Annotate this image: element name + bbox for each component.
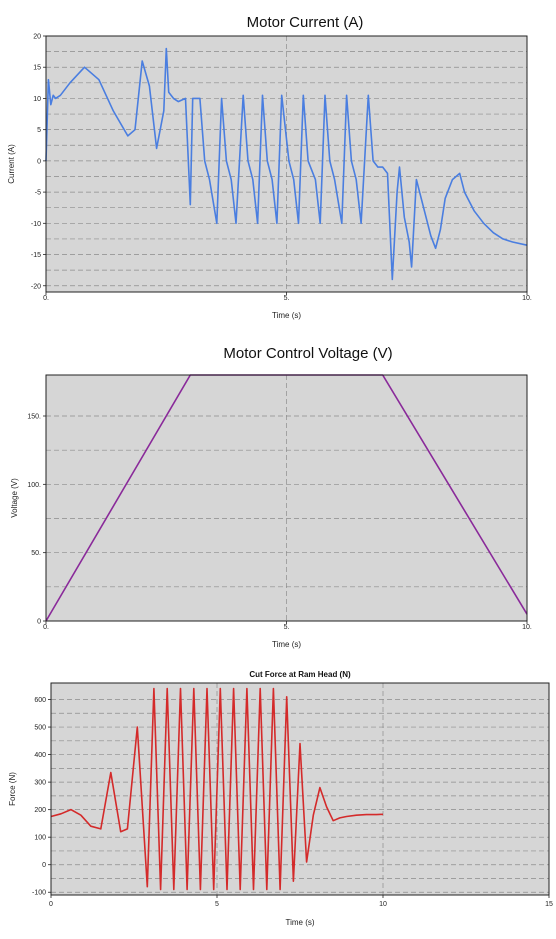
chart3-ytick-label: 400 [34,752,46,759]
chart1-ytick-label: -20 [31,283,41,290]
chart3-ytick-label: 500 [34,725,46,732]
chart3-xtick-label: 15 [545,901,553,908]
chart2-xtick-label: 5. [284,624,290,631]
chart3-plot-area [51,683,549,895]
chart3-xtick-label: 5 [215,901,219,908]
chart1-ytick-label: 10 [33,96,41,103]
chart2-ytick-label: 0 [37,619,41,626]
chart1-ytick-label: 20 [33,34,41,41]
chart1-xtick-label: 0. [43,295,49,302]
chart3-y-axis-label: Force (N) [8,772,17,806]
chart1-title: Motor Current (A) [247,14,364,31]
chart2-xtick-label: 10. [522,624,532,631]
chart2-x-axis-label: Time (s) [272,640,301,649]
chart3-ytick-label: 0 [42,862,46,869]
chart1-y-axis-label: Current (A) [7,144,16,184]
chart3-ytick-label: 200 [34,807,46,814]
chart1-ytick-label: 0 [37,158,41,165]
chart2-title: Motor Control Voltage (V) [223,345,392,362]
chart1-ytick-label: -10 [31,221,41,228]
chart1-series-line-1 [45,47,528,281]
chart3-xtick-label: 0 [49,901,53,908]
chart1-ytick-label: -5 [35,190,41,197]
chart2-ytick-label: 150. [27,414,41,421]
chart3-ytick-label: -100 [32,890,46,897]
chart3-ytick-label: 100 [34,835,46,842]
chart3-series-line-1 [50,687,384,891]
chart2-y-axis-label: Voltage (V) [10,478,19,518]
chart1-xtick-label: 5. [284,295,290,302]
chart1-ytick-label: 15 [33,65,41,72]
chart3-xtick-label: 10 [379,901,387,908]
chart3-ytick-label: 600 [34,697,46,704]
chart1-ytick-label: -15 [31,252,41,259]
chart1-xtick-label: 10. [522,295,532,302]
chart2-ytick-label: 100. [27,482,41,489]
chart3-frame [50,682,550,896]
chart2-ytick-label: 50. [31,550,41,557]
chart3-title: Cut Force at Ram Head (N) [249,670,351,679]
chart1-x-axis-label: Time (s) [272,311,301,320]
chart2-xtick-label: 0. [43,624,49,631]
chart3-ytick-label: 300 [34,780,46,787]
chart3-x-axis-label: Time (s) [285,918,314,927]
chart1-ytick-label: 5 [37,127,41,134]
